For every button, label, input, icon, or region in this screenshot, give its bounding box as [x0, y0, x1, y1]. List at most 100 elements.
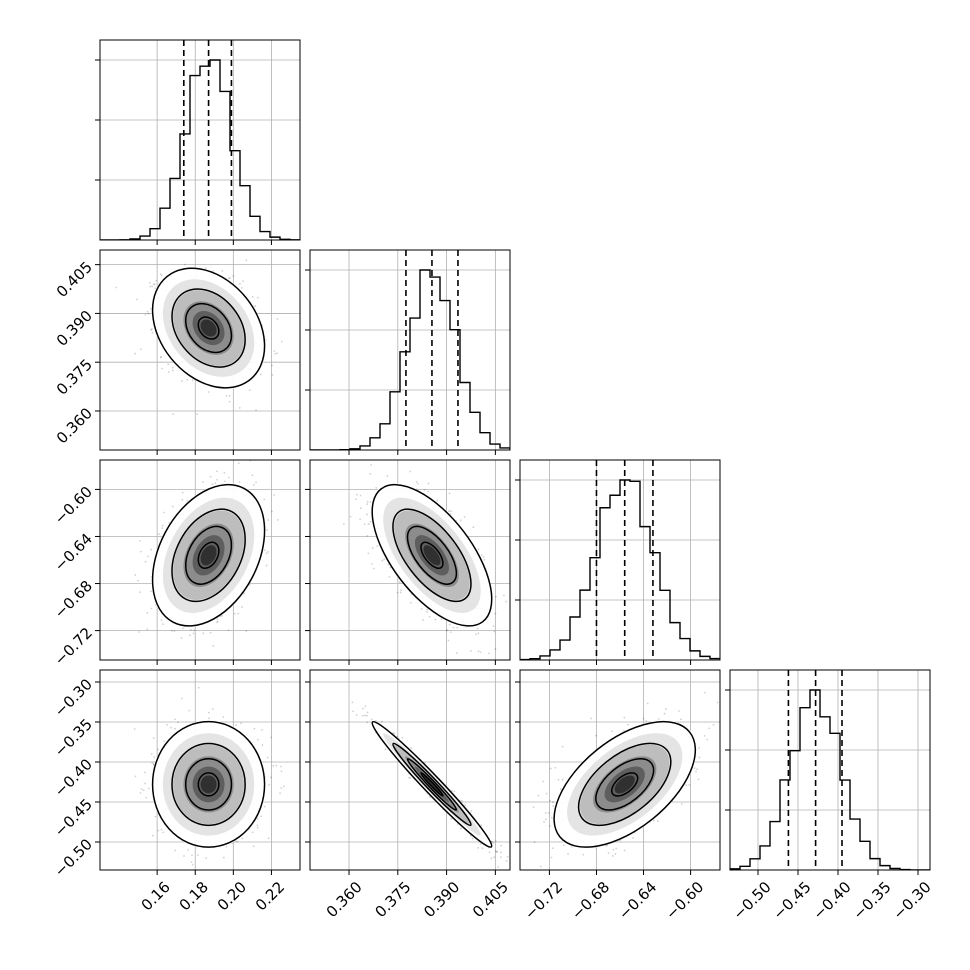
sample-point: [252, 483, 255, 486]
sample-point: [265, 552, 268, 555]
sample-point: [209, 631, 212, 634]
sample-point: [180, 637, 183, 639]
contour-1: [392, 508, 472, 603]
sample-point: [150, 328, 153, 331]
histogram-2: [520, 479, 720, 660]
samples-1-0: [115, 259, 283, 416]
sample-point: [271, 364, 273, 367]
sample-point: [343, 523, 345, 526]
sample-point: [456, 652, 458, 655]
sample-point: [216, 620, 219, 623]
sample-point: [436, 499, 439, 502]
sample-point: [150, 607, 153, 610]
sample-point: [150, 548, 153, 551]
scatter-panel-3-0: [95, 669, 301, 875]
sample-point: [139, 348, 142, 351]
sample-point: [181, 491, 184, 494]
sample-point: [228, 400, 231, 403]
sample-point: [426, 608, 429, 611]
samples-2-1: [343, 464, 513, 655]
sample-point: [456, 626, 459, 629]
sample-point: [482, 556, 485, 558]
sample-point: [349, 515, 352, 518]
sample-point: [427, 490, 430, 493]
sample-point: [193, 629, 196, 632]
sample-point: [463, 515, 466, 518]
sample-point: [276, 318, 279, 320]
sample-point: [172, 413, 175, 416]
sample-point: [166, 723, 168, 726]
sample-point: [417, 482, 419, 485]
sample-point: [171, 505, 174, 508]
sample-point: [426, 610, 428, 613]
sample-point: [189, 628, 192, 631]
sample-point: [192, 632, 195, 635]
sample-point: [420, 608, 423, 610]
sample-point: [388, 576, 391, 578]
sample-point: [271, 510, 273, 513]
sample-point: [160, 274, 163, 277]
sample-point: [214, 482, 217, 485]
sample-point: [389, 566, 392, 569]
sample-point: [480, 554, 483, 556]
histogram-1: [310, 269, 510, 450]
sample-point: [448, 492, 451, 495]
sample-point: [450, 510, 452, 513]
sample-point: [472, 526, 475, 529]
sample-point: [171, 629, 173, 632]
sample-point: [241, 606, 243, 608]
sample-point: [254, 305, 257, 308]
sample-point: [434, 618, 437, 621]
sample-point: [477, 548, 480, 551]
sample-point: [396, 591, 399, 594]
sample-point: [174, 727, 176, 730]
sample-point: [494, 648, 497, 650]
sample-point: [138, 539, 141, 542]
sample-point: [459, 519, 462, 522]
sample-point: [409, 470, 412, 473]
sample-point: [149, 285, 152, 288]
sample-point: [245, 630, 248, 632]
sample-point: [494, 595, 497, 598]
sample-point: [228, 277, 230, 280]
sample-point: [171, 369, 174, 372]
sample-point: [251, 296, 254, 298]
sample-point: [224, 480, 226, 483]
sample-point: [445, 629, 448, 632]
sample-point: [189, 634, 191, 637]
hist-panel-2: [515, 459, 721, 665]
sample-point: [428, 615, 431, 618]
sample-point: [134, 574, 137, 576]
sample-point: [476, 627, 479, 630]
sample-point: [229, 277, 231, 279]
hist-panel-1: [305, 249, 511, 455]
sample-point: [265, 564, 268, 567]
samples-3-0: [133, 686, 285, 866]
sample-point: [173, 630, 176, 632]
sample-point: [371, 546, 374, 549]
sample-point: [255, 481, 257, 484]
sample-point: [160, 828, 163, 831]
sample-point: [139, 591, 142, 594]
sample-point: [474, 633, 477, 636]
sample-point: [158, 533, 160, 536]
sample-point: [354, 498, 357, 501]
sample-point: [161, 524, 164, 527]
sample-point: [204, 267, 207, 270]
sample-point: [511, 605, 513, 607]
sample-point: [147, 555, 149, 558]
sample-point: [375, 486, 378, 489]
sample-point: [242, 280, 244, 283]
sample-point: [450, 631, 452, 634]
samples-2-0: [134, 460, 293, 647]
sample-point: [423, 488, 426, 491]
hist-panel-0: [95, 39, 301, 245]
sample-point: [227, 629, 230, 632]
sample-point: [136, 298, 139, 301]
sample-point: [448, 510, 450, 512]
sample-point: [376, 545, 379, 547]
sample-point: [186, 499, 189, 502]
sample-point: [183, 263, 186, 266]
sample-point: [186, 378, 189, 381]
sample-point: [400, 589, 403, 592]
